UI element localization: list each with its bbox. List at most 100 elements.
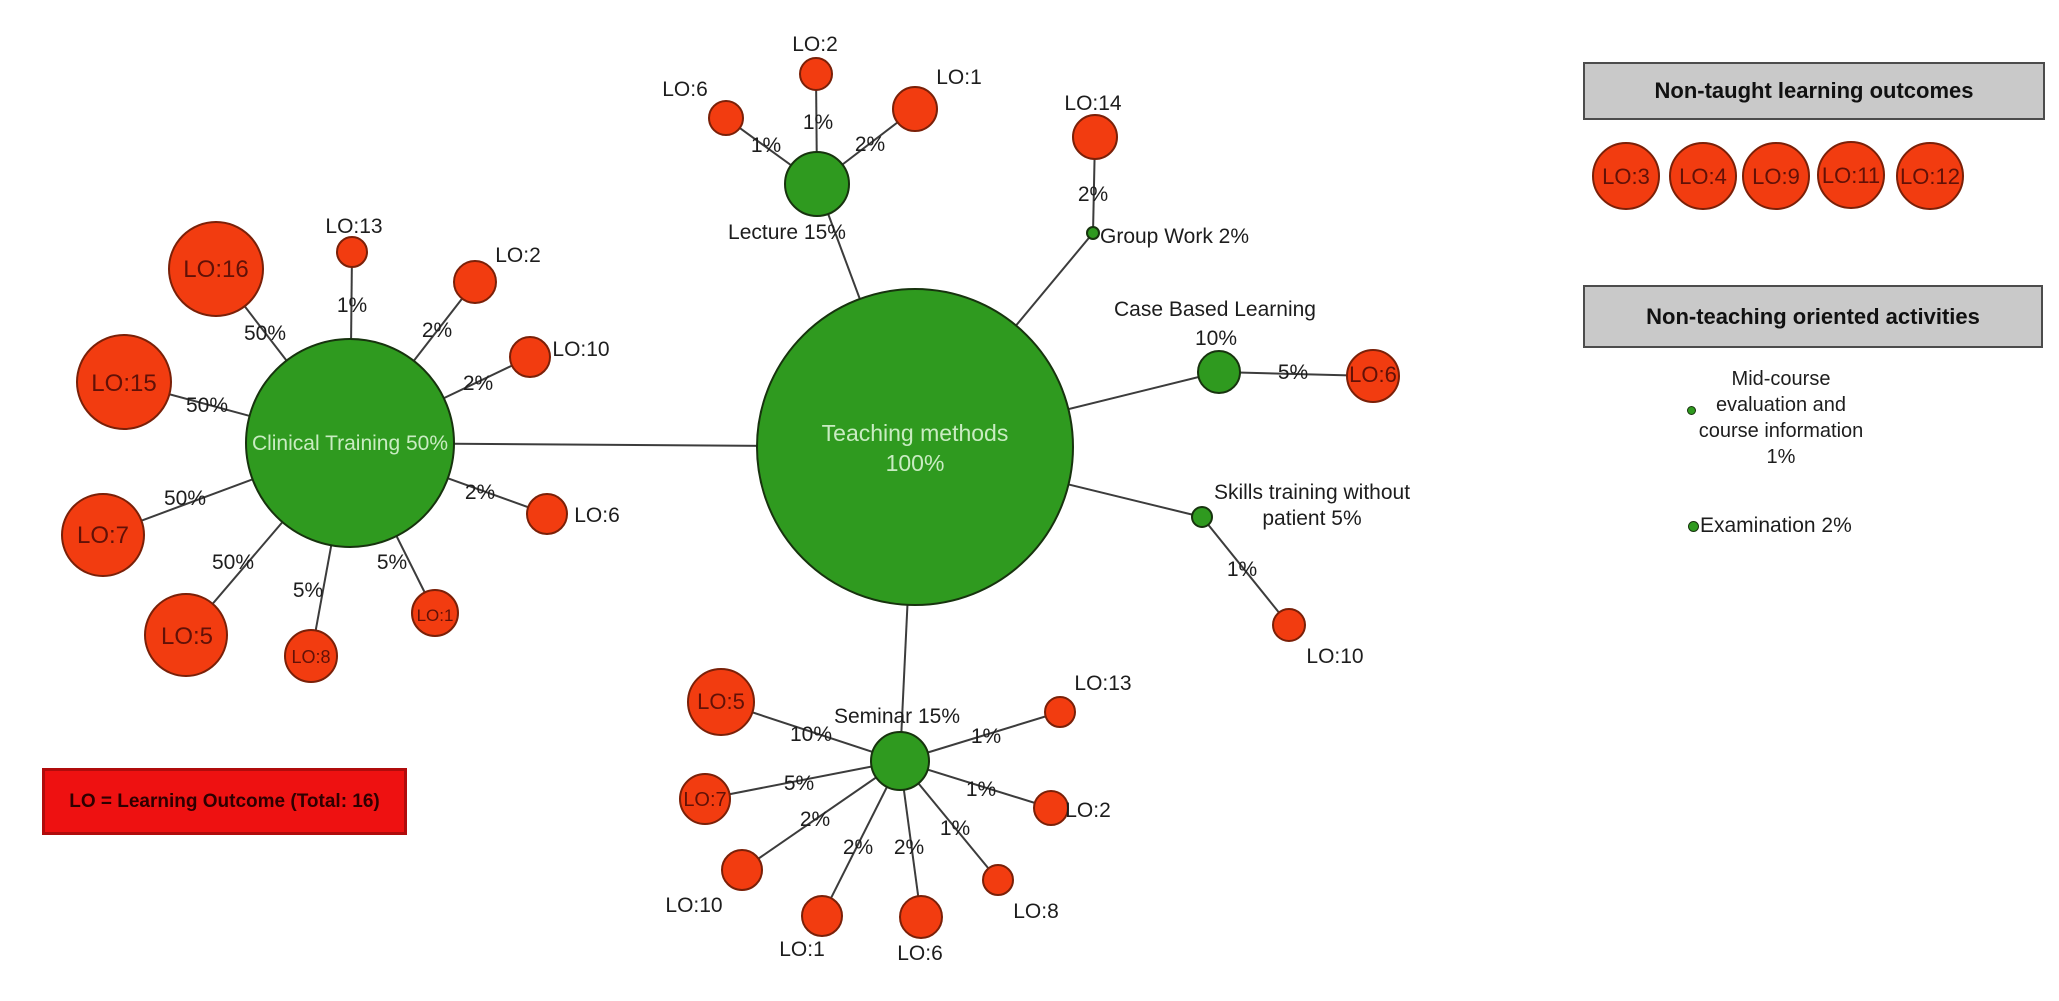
node-nontaught-lo9 [1742,142,1810,210]
node-lecture [784,151,850,217]
label-5: 5% [1278,361,1308,384]
label-lo-11: LO:11 [1822,163,1880,188]
node-seminar-lo2 [1033,790,1069,826]
label-lo-5: LO:5 [161,623,213,650]
examination-dot [1688,520,1699,532]
label-lo-6: LO:6 [662,78,708,101]
label-lo-6: LO:6 [897,942,943,965]
node-seminar-lo1 [801,895,843,937]
node-clinical-lo5 [144,593,228,677]
label-50: 50% [244,322,286,345]
label-seminar-15: Seminar 15% [834,705,960,728]
node-clinical-lo2 [453,260,497,304]
node-seminar-lo8 [982,864,1014,896]
node-clinical-training [245,338,455,548]
label-1: 1% [940,817,970,840]
node-layer [61,57,1964,939]
node-seminar-lo5 [687,668,755,736]
label-teaching-methods: Teaching methods [822,420,1009,446]
label-1: 1% [337,294,367,317]
node-seminar [870,731,930,791]
node-nontaught-lo12 [1896,142,1964,210]
label-skills-training-without: Skills training without [1214,481,1410,504]
label-lo-6: LO:6 [574,504,620,527]
label-lo-10: LO:10 [665,894,722,917]
examination-label: Examination 2% [1700,514,1852,537]
label-5: 5% [377,551,407,574]
label-1: 1% [971,725,1001,748]
label-lo-4: LO:4 [1679,164,1727,189]
label-lo-13: LO:13 [1074,672,1131,695]
label-case-based-learning: Case Based Learning [1114,298,1316,321]
midcourse-line-3: course information [1698,420,1864,442]
examination-item: Examination 2% [1688,514,1852,538]
node-nontaught-lo11 [1817,141,1885,209]
label-2: 2% [465,481,495,504]
label-1: 1% [966,778,996,801]
node-seminar-lo6 [899,895,943,939]
node-clinical-lo10 [509,336,551,378]
label-lo-2: LO:2 [495,244,541,267]
node-clinical-lo16 [168,221,264,317]
label-2: 2% [800,808,830,831]
midcourse-line-1: Mid-course [1731,368,1831,390]
label-10: 10% [790,723,832,746]
edge-line [1201,516,1290,626]
non-taught-outcomes-header: Non-taught learning outcomes [1583,62,2045,120]
label-lo-1: LO:1 [417,606,454,625]
label-2: 2% [843,836,873,859]
label-group-work-2: Group Work 2% [1100,225,1249,248]
edge-line [704,760,901,800]
node-clinical-lo7 [61,493,145,577]
node-lecture-lo2 [799,57,833,91]
label-lo-13: LO:13 [325,215,382,238]
node-cbl-lo6 [1346,349,1400,403]
label-lo-6: LO:6 [1349,362,1397,387]
label-lo-10: LO:10 [1306,645,1363,668]
node-nontaught-lo3 [1592,142,1660,210]
label-lo-3: LO:3 [1602,164,1650,189]
label-clinical-training-50: Clinical Training 50% [252,432,448,455]
node-seminar-lo7 [679,773,731,825]
node-seminar-lo10 [721,849,763,891]
label-lecture-15: Lecture 15% [728,221,846,244]
label-100: 100% [886,450,945,476]
text-layer: Teaching methods 100% Clinical Training 50… [77,33,1960,965]
label-5: 5% [784,772,814,795]
node-lecture-lo6 [708,100,744,136]
midcourse-dot [1687,406,1696,415]
label-5: 5% [293,579,323,602]
label-50: 50% [186,394,228,417]
label-2: 2% [422,319,452,342]
node-skills-lo10 [1272,608,1306,642]
edge-line [741,760,901,871]
label-2: 2% [855,133,885,156]
label-lo-1: LO:1 [779,938,825,961]
label-lo-9: LO:9 [1752,164,1800,189]
non-taught-outcomes-title: Non-taught learning outcomes [1654,78,1974,103]
label-1: 1% [803,111,833,134]
label-1: 1% [751,134,781,157]
node-clinical-lo6 [526,493,568,535]
label-lo-10: LO:10 [552,338,609,361]
non-teaching-activities-header: Non-teaching oriented activities [1583,285,2043,348]
non-teaching-activities-title: Non-teaching oriented activities [1646,303,1980,329]
lo-legend-label: LO = Learning Outcome (Total: 16) [69,790,380,812]
node-lecture-lo1 [892,86,938,132]
midcourse-line-2: evaluation and [1715,394,1847,416]
label-lo-1: LO:1 [936,66,982,89]
node-clinical-lo15 [76,334,172,430]
node-clinical-lo8 [284,629,338,683]
label-lo-15: LO:15 [91,370,156,397]
label-1: 1% [1227,558,1257,581]
label-2: 2% [894,836,924,859]
label-50: 50% [212,551,254,574]
label-lo-12: LO:12 [1900,164,1960,189]
label-lo-7: LO:7 [683,789,726,811]
midcourse-evaluation-item: Mid-course evaluation and course informa… [1681,366,1881,470]
node-teaching-methods [756,288,1074,606]
node-group-work [1086,226,1100,240]
label-2: 2% [1078,183,1108,206]
label-lo-7: LO:7 [77,522,129,549]
